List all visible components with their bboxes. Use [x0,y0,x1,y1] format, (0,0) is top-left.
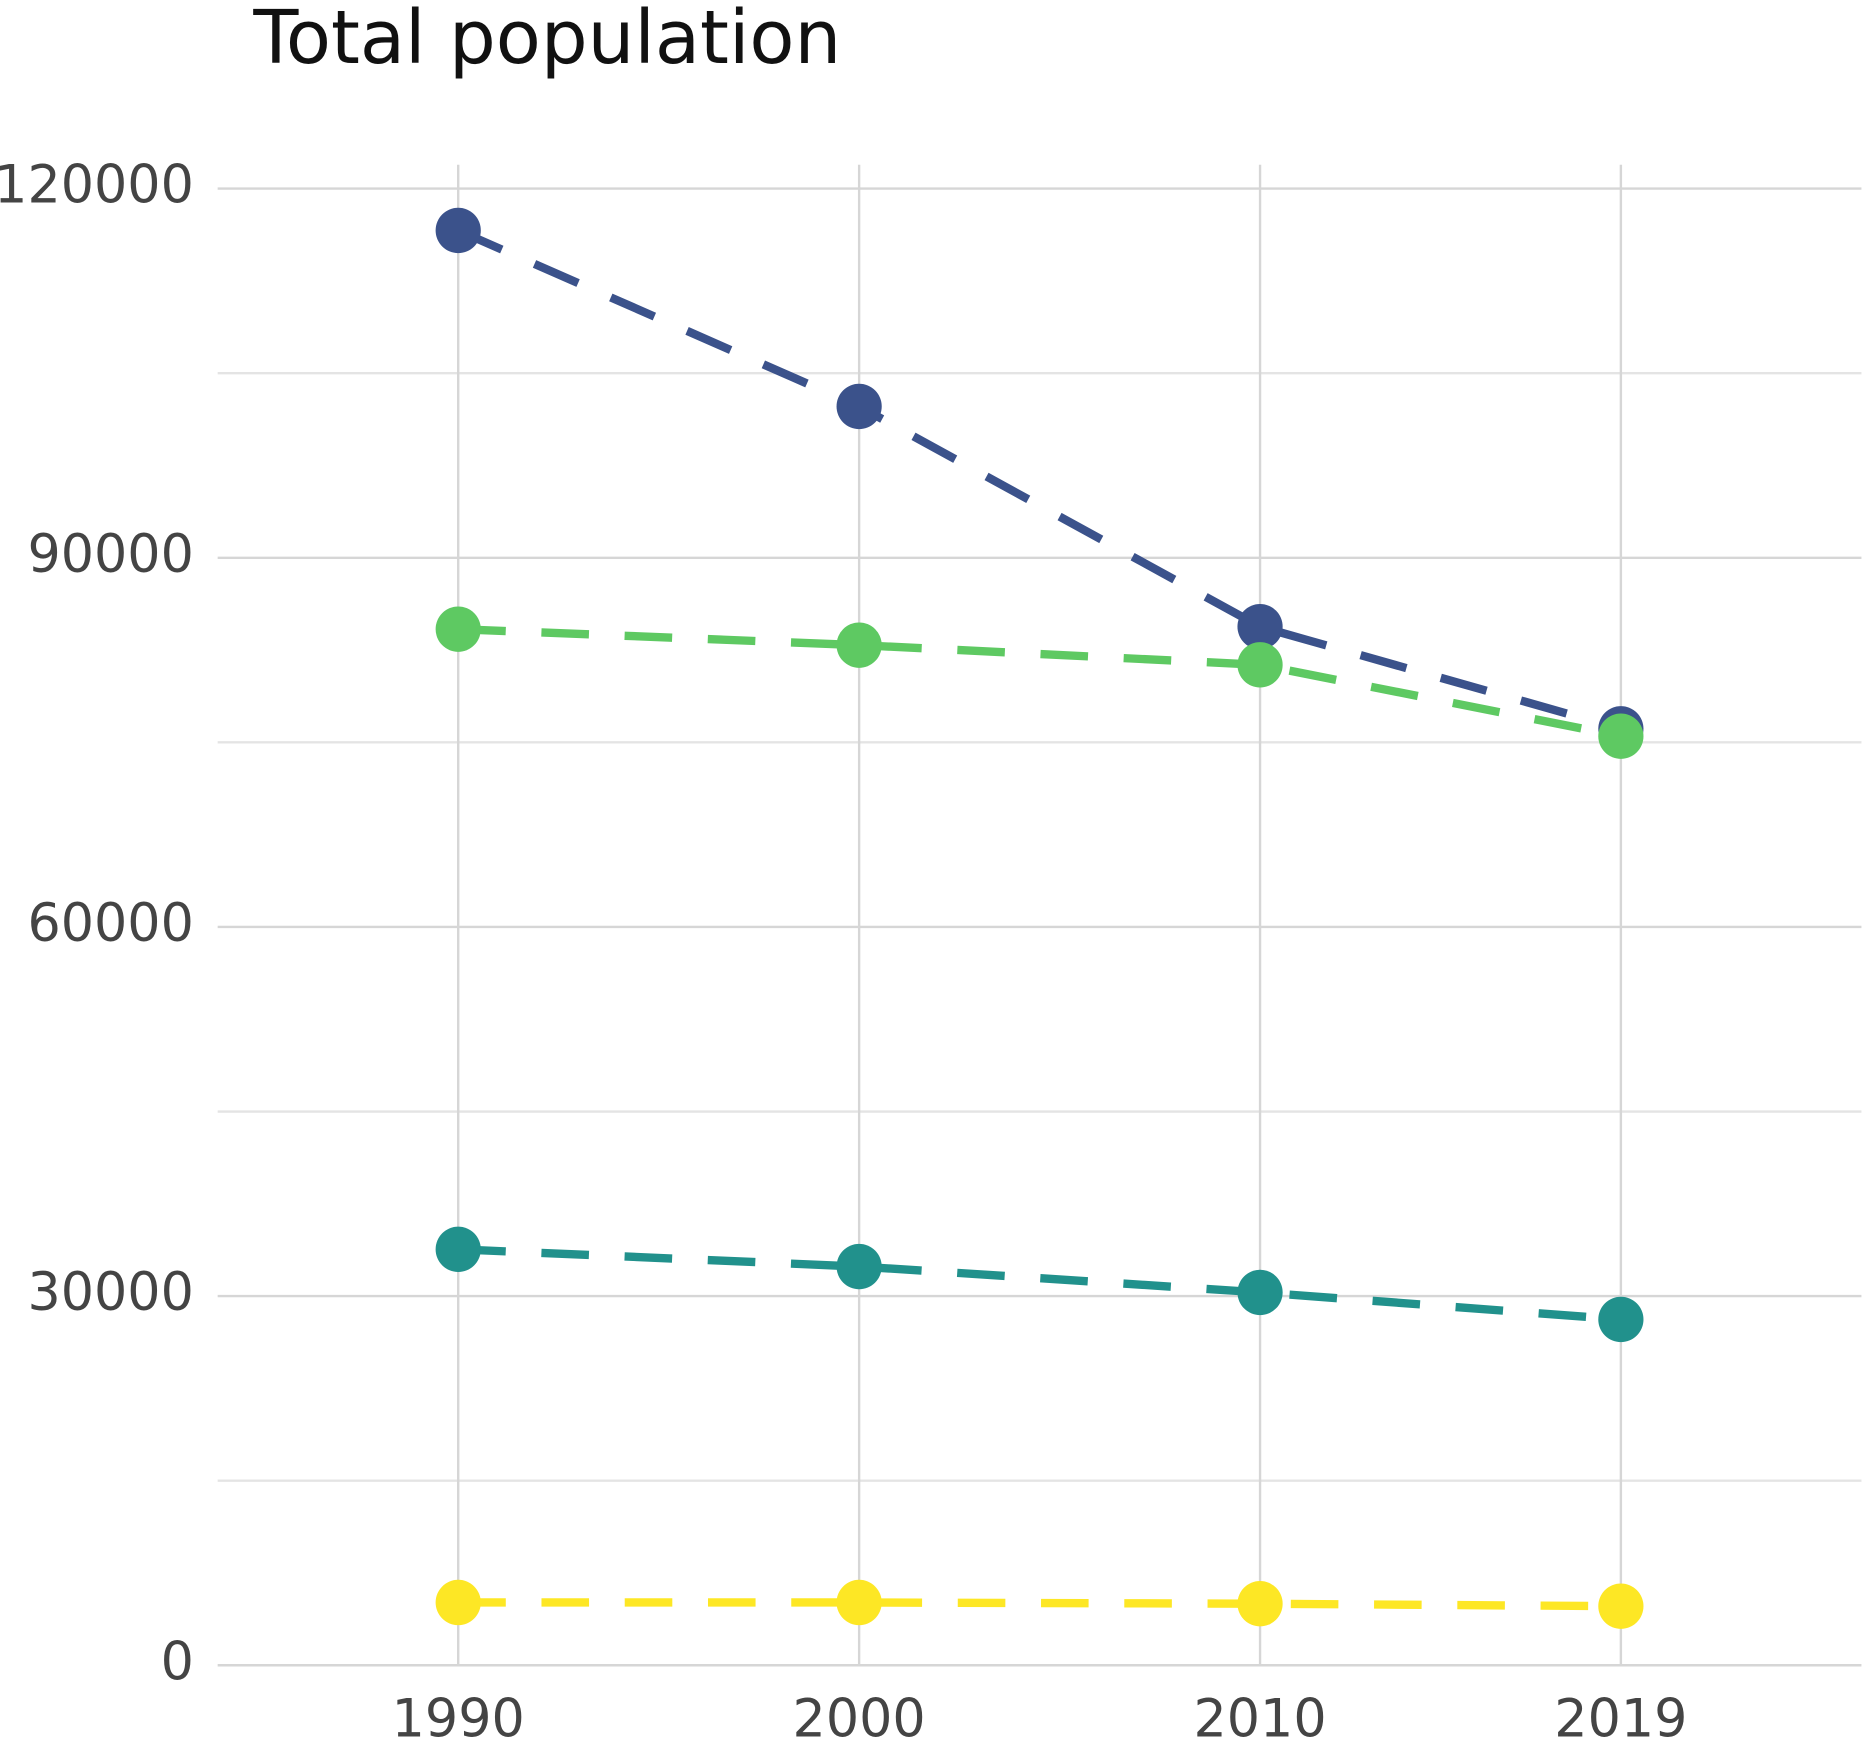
series-line [458,1598,1621,1611]
x-tick-label: 2010 [1193,1688,1326,1749]
y-tick-label: 60000 [27,893,193,954]
x-tick-label: 2000 [793,1688,926,1749]
point [1598,1296,1644,1343]
grid [217,164,1862,1667]
y-tick-label: 120000 [0,155,194,216]
point [1237,642,1283,688]
y-tick-label: 30000 [27,1262,193,1323]
y-tick-label: 0 [161,1631,194,1692]
point [435,606,481,652]
point [836,383,882,430]
chart-title: Total population [252,0,841,81]
point [435,1579,481,1626]
point [1237,1581,1283,1627]
series-line [458,624,1622,741]
point [1598,713,1644,759]
point [1237,1269,1283,1316]
y-tick-label: 90000 [27,524,193,585]
x-tick-label: 1990 [392,1688,525,1749]
point [836,1243,882,1290]
point [836,1579,882,1626]
point [1237,603,1283,650]
point [435,1226,481,1273]
point [435,207,481,254]
point [1598,1583,1644,1629]
point [836,622,882,668]
series-line [458,1245,1622,1324]
x-tick-label: 2019 [1554,1688,1687,1749]
series-line [456,226,1623,733]
